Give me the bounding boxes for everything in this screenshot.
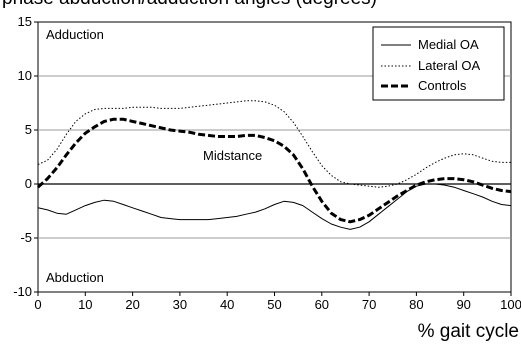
- x-tick-label: 10: [78, 297, 92, 312]
- y-tick-label: -5: [20, 230, 32, 245]
- chart-title: phase abduction/adduction angles (degree…: [2, 0, 377, 9]
- legend-label-controls: Controls: [418, 78, 467, 93]
- annotation-abduction: Abduction: [46, 270, 104, 285]
- legend-label-medial-oa: Medial OA: [418, 37, 479, 52]
- series-line-controls: [36, 117, 512, 224]
- y-tick-label: 0: [25, 176, 32, 191]
- x-tick-label: 60: [315, 297, 329, 312]
- series-line-medial-oa: [37, 183, 512, 230]
- x-tick-label: 80: [409, 297, 423, 312]
- y-tick-label: -10: [13, 284, 32, 299]
- annotation-adduction: Adduction: [46, 27, 104, 42]
- x-tick-label: 0: [34, 297, 41, 312]
- x-tick-label: 40: [220, 297, 234, 312]
- y-axis-ticks: -10 -5 0 5 10 15: [13, 14, 38, 299]
- x-tick-label: 20: [125, 297, 139, 312]
- y-tick-label: 15: [18, 14, 32, 29]
- x-axis-ticks: 0 10 20 30 40 50 60 70 80 90 100: [34, 292, 521, 312]
- series-layer: [36, 100, 512, 230]
- series-line-lateral-oa: [37, 100, 511, 188]
- x-tick-label: 70: [362, 297, 376, 312]
- y-tick-label: 10: [18, 68, 32, 83]
- x-tick-label: 30: [173, 297, 187, 312]
- x-axis-label: % gait cycle: [418, 321, 519, 342]
- x-tick-label: 90: [456, 297, 470, 312]
- legend-box: [372, 26, 505, 101]
- x-tick-label: 100: [500, 297, 521, 312]
- y-tick-label: 5: [25, 122, 32, 137]
- x-tick-label: 50: [267, 297, 281, 312]
- annotation-midstance: Midstance: [203, 148, 262, 163]
- legend-label-lateral-oa: Lateral OA: [418, 58, 480, 73]
- legend: Medial OA Lateral OA Controls: [372, 26, 505, 101]
